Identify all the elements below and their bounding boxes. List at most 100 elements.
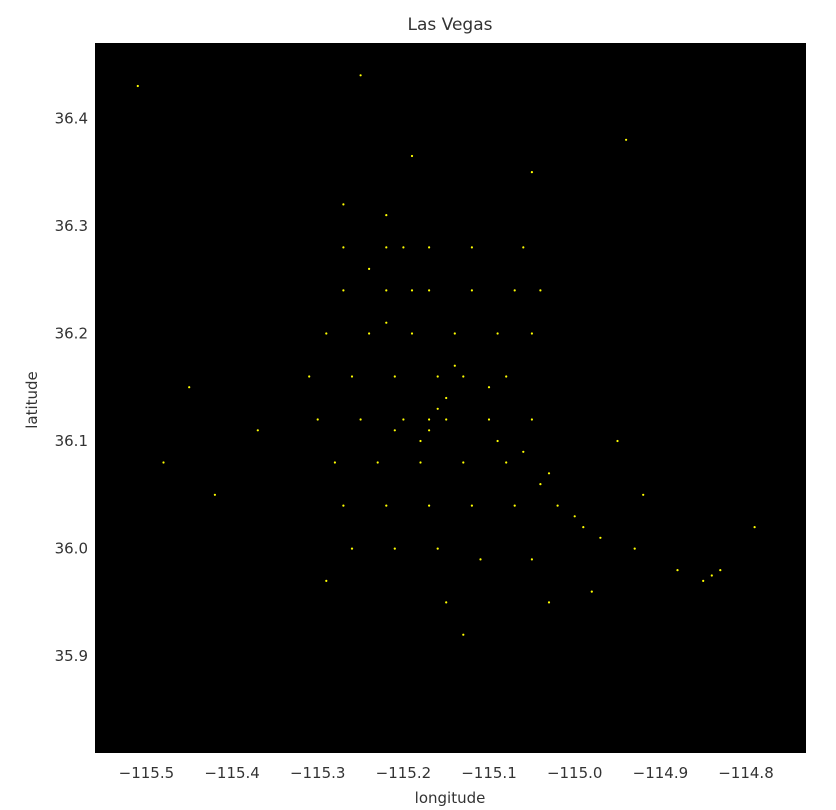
scatter-point xyxy=(402,418,405,421)
scatter-point xyxy=(470,504,473,507)
scatter-point xyxy=(385,246,388,249)
scatter-point xyxy=(256,429,259,432)
scatter-point xyxy=(136,84,139,88)
scatter-point xyxy=(385,289,388,292)
scatter-point xyxy=(496,332,499,335)
scatter-point xyxy=(462,461,465,464)
x-tick-label: −115.1 xyxy=(461,764,517,782)
scatter-point xyxy=(213,493,216,496)
scatter-point xyxy=(590,590,593,593)
y-tick-label: 36.0 xyxy=(55,540,88,558)
scatter-point xyxy=(410,289,414,292)
scatter-point xyxy=(436,407,439,410)
y-tick-label: 36.2 xyxy=(55,325,88,343)
scatter-point xyxy=(505,375,508,378)
scatter-point xyxy=(385,321,388,324)
scatter-point xyxy=(462,375,465,378)
scatter-point xyxy=(342,504,345,507)
scatter-point xyxy=(582,526,585,529)
scatter-point xyxy=(376,461,379,464)
scatter-point xyxy=(470,289,473,292)
scatter-point xyxy=(445,601,448,604)
scatter-point xyxy=(350,375,354,378)
x-tick-label: −115.4 xyxy=(204,764,260,782)
scatter-point xyxy=(436,375,439,378)
scatter-point xyxy=(547,472,551,475)
scatter-point xyxy=(436,547,439,550)
scatter-point xyxy=(350,547,354,550)
y-tick-label: 35.9 xyxy=(55,647,88,665)
x-tick-label: −115.3 xyxy=(290,764,346,782)
plot-area xyxy=(95,43,806,753)
scatter-point xyxy=(719,569,722,572)
scatter-point xyxy=(428,246,431,249)
scatter-point xyxy=(359,418,362,421)
scatter-point xyxy=(188,386,191,389)
scatter-point xyxy=(333,461,336,464)
scatter-point xyxy=(453,332,456,335)
scatter-point xyxy=(393,429,396,432)
scatter-point xyxy=(547,601,551,604)
scatter-point xyxy=(599,536,602,539)
scatter-point xyxy=(702,579,705,583)
scatter-point xyxy=(316,418,319,421)
scatter-point xyxy=(410,154,414,158)
scatter-point xyxy=(642,493,645,496)
x-tick-label: −115.5 xyxy=(119,764,175,782)
scatter-point xyxy=(530,418,534,421)
scatter-point xyxy=(393,547,396,550)
x-axis-ticks: −115.5 −115.4 −115.3 −115.2 −115.1 −115.0 −114… xyxy=(119,764,774,782)
scatter-point xyxy=(556,504,559,507)
x-tick-label: −115.2 xyxy=(376,764,432,782)
scatter-point xyxy=(479,558,482,561)
y-tick-label: 36.3 xyxy=(55,217,88,235)
scatter-point xyxy=(428,418,431,421)
scatter-point xyxy=(522,246,525,249)
scatter-point xyxy=(487,418,491,421)
scatter-point xyxy=(513,289,516,292)
scatter-point xyxy=(325,332,328,335)
scatter-point xyxy=(539,483,542,486)
scatter-point xyxy=(513,504,516,507)
scatter-point xyxy=(470,246,473,249)
x-axis-label: longitude xyxy=(415,789,486,807)
scatter-point xyxy=(308,375,311,378)
scatter-point xyxy=(462,633,465,636)
scatter-point xyxy=(402,246,405,249)
scatter-point xyxy=(625,138,628,141)
scatter-point xyxy=(530,558,534,561)
scatter-point xyxy=(368,332,371,335)
scatter-point xyxy=(505,461,508,464)
y-tick-label: 36.4 xyxy=(55,109,88,127)
scatter-point xyxy=(428,504,431,507)
scatter-point xyxy=(325,579,328,583)
scatter-point xyxy=(445,418,448,421)
scatter-point xyxy=(428,429,431,432)
x-tick-label: −114.9 xyxy=(633,764,689,782)
scatter-point xyxy=(753,526,756,529)
scatter-point xyxy=(342,246,345,249)
scatter-point xyxy=(530,332,534,335)
chart-title: Las Vegas xyxy=(408,15,493,35)
scatter-point xyxy=(496,439,499,443)
scatter-point xyxy=(410,332,414,335)
scatter-point xyxy=(453,364,456,367)
scatter-point xyxy=(530,171,534,174)
scatter-point xyxy=(676,569,679,572)
scatter-point xyxy=(487,386,491,389)
y-axis-ticks: 35.9 36.0 36.1 36.2 36.3 36.4 xyxy=(55,109,88,665)
scatter-points xyxy=(136,74,756,636)
scatter-point xyxy=(368,267,371,270)
scatter-point xyxy=(616,439,619,443)
scatter-point xyxy=(419,461,422,464)
scatter-point xyxy=(162,461,165,464)
scatter-point xyxy=(359,74,362,77)
scatter-point xyxy=(633,547,636,550)
scatter-point xyxy=(573,515,576,518)
scatter-point xyxy=(710,574,713,577)
y-tick-label: 36.1 xyxy=(55,432,88,450)
scatter-point xyxy=(342,289,345,292)
scatter-point xyxy=(385,504,388,507)
y-axis-label: latitude xyxy=(23,371,41,429)
